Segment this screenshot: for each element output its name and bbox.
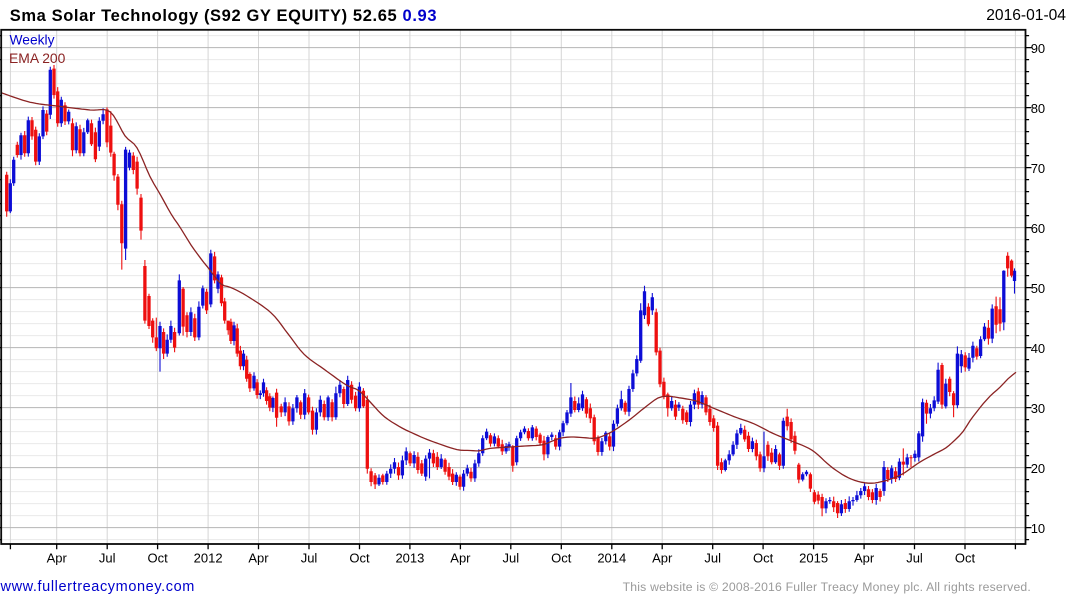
svg-text:Jul: Jul <box>301 550 318 565</box>
svg-text:70: 70 <box>1031 161 1045 176</box>
svg-text:80: 80 <box>1031 101 1045 116</box>
svg-text:Jul: Jul <box>906 550 923 565</box>
svg-text:Oct: Oct <box>753 550 774 565</box>
svg-text:Jul: Jul <box>99 550 116 565</box>
svg-text:90: 90 <box>1031 41 1045 56</box>
svg-text:60: 60 <box>1031 221 1045 236</box>
svg-text:www.fullertreacymoney.com: www.fullertreacymoney.com <box>0 579 195 595</box>
svg-text:Oct: Oct <box>551 550 572 565</box>
svg-text:2016-01-04: 2016-01-04 <box>986 7 1066 24</box>
svg-text:Apr: Apr <box>47 550 68 565</box>
svg-text:Oct: Oct <box>349 550 370 565</box>
svg-text:Apr: Apr <box>450 550 471 565</box>
svg-text:Oct: Oct <box>955 550 976 565</box>
svg-text:2013: 2013 <box>395 550 424 565</box>
svg-text:20: 20 <box>1031 461 1045 476</box>
svg-text:2012: 2012 <box>194 550 223 565</box>
svg-text:2014: 2014 <box>597 550 626 565</box>
svg-text:Sma Solar Technology (S92 GY E: Sma Solar Technology (S92 GY EQUITY) 52.… <box>10 7 437 25</box>
svg-text:40: 40 <box>1031 341 1045 356</box>
svg-text:10: 10 <box>1031 521 1045 536</box>
svg-text:EMA 200: EMA 200 <box>9 50 66 66</box>
svg-text:50: 50 <box>1031 281 1045 296</box>
svg-text:Jul: Jul <box>704 550 721 565</box>
svg-text:2015: 2015 <box>799 550 828 565</box>
svg-text:Weekly: Weekly <box>10 33 55 48</box>
svg-text:Apr: Apr <box>248 550 269 565</box>
svg-text:Apr: Apr <box>854 550 875 565</box>
svg-text:This website is © 2008-2016 Fu: This website is © 2008-2016 Fuller Treac… <box>623 580 1031 594</box>
svg-text:Apr: Apr <box>652 550 673 565</box>
svg-text:30: 30 <box>1031 401 1045 416</box>
svg-text:Jul: Jul <box>502 550 519 565</box>
svg-text:Oct: Oct <box>147 550 168 565</box>
